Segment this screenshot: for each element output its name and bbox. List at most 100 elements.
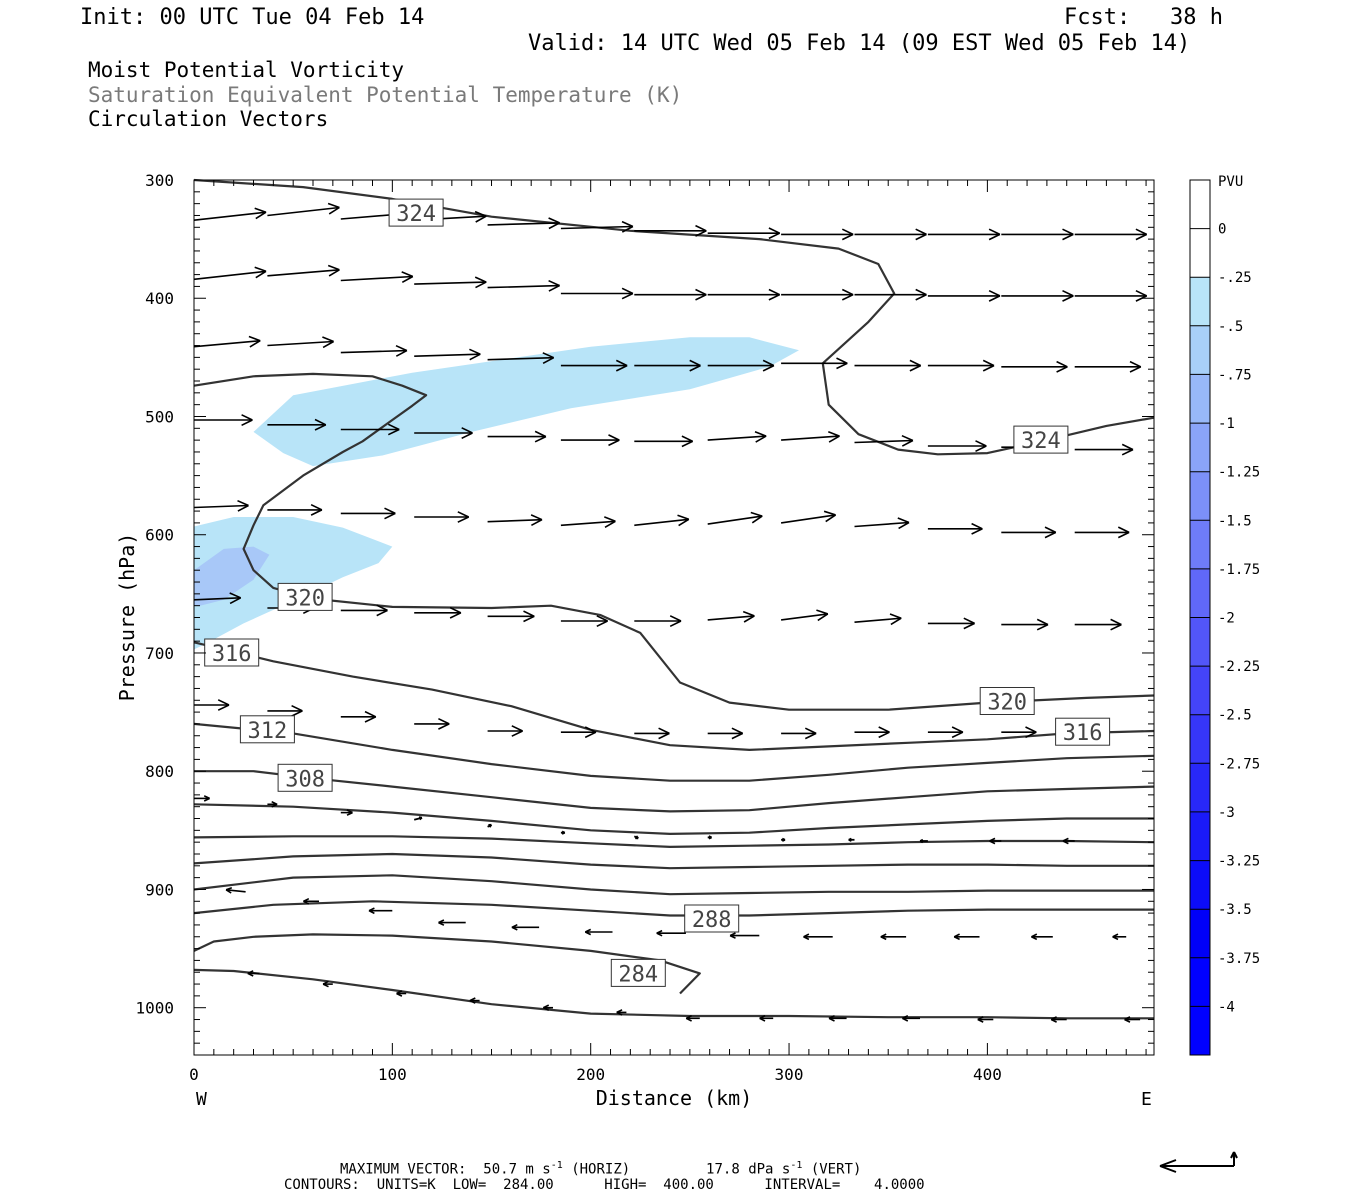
vector-head — [841, 228, 854, 236]
circulation-vector — [340, 809, 353, 816]
colorbar-segment — [1190, 520, 1210, 570]
axis-ticks: 300 400 500 600 700 800 900 1000 0 100 200 300 400 — [135, 171, 1154, 1084]
circulation-vector — [414, 276, 487, 289]
vector-head — [988, 228, 1001, 236]
circulation-vector — [542, 1004, 553, 1012]
contour-label-text: 308 — [285, 767, 325, 792]
vector-head — [449, 612, 462, 619]
colorbar-segment — [1190, 374, 1210, 424]
vector-head — [915, 233, 927, 241]
vector-shaft — [340, 275, 413, 282]
circulation-vector — [414, 511, 470, 523]
colorbar-segment — [1190, 763, 1210, 813]
circulation-vector — [1074, 228, 1148, 241]
circulation-vector — [193, 592, 242, 605]
circulation-vector — [1074, 360, 1142, 373]
vector-head — [828, 435, 840, 443]
circulation-vector — [707, 288, 781, 301]
circulation-vector — [927, 359, 995, 372]
circulation-vector — [247, 970, 260, 977]
vector-head — [314, 418, 327, 426]
vector-head — [604, 520, 616, 528]
circulation-vector — [414, 717, 450, 730]
vector-shaft — [414, 353, 481, 357]
vector-head — [836, 362, 848, 370]
contour-label-box — [1013, 425, 1069, 454]
vector-head — [1121, 448, 1134, 456]
vector-head — [438, 717, 450, 725]
circulation-vector — [1074, 289, 1148, 302]
vector-head — [951, 726, 964, 733]
vector-head — [768, 232, 781, 240]
colorbar-tick-label: -3.5 — [1218, 902, 1252, 918]
vector-head — [387, 428, 400, 436]
vector-head — [608, 434, 620, 441]
vector-head — [977, 1016, 984, 1021]
vector-shaft — [193, 597, 241, 601]
vector-head — [604, 516, 616, 523]
vector-head — [848, 837, 852, 841]
circulation-vector — [560, 220, 634, 233]
vector-head — [669, 620, 682, 628]
vector-shaft — [854, 439, 913, 444]
vector-head — [988, 233, 1001, 241]
circulation-vector — [193, 207, 267, 221]
contour-label-box — [277, 763, 333, 792]
vector-head — [384, 512, 396, 520]
vector-head — [656, 929, 663, 934]
vector-head — [1050, 1016, 1057, 1021]
vector-head — [731, 732, 744, 740]
circulation-vector — [927, 617, 975, 630]
vector-head — [695, 288, 707, 296]
forecast-hour: Fcst: 38 h — [1064, 5, 1223, 30]
init-time: Init: 00 UTC Tue 04 Feb 14 — [80, 5, 425, 30]
circulation-vector — [634, 435, 694, 448]
vector-head — [384, 507, 396, 515]
circulation-vector — [225, 887, 246, 894]
y-tick-label: 1000 — [135, 999, 174, 1018]
circulation-vector — [927, 522, 983, 535]
max-vector-mid: (HORIZ) 17.8 dPa s — [562, 1161, 791, 1178]
vector-head — [364, 710, 377, 718]
contour-info-footer: CONTOURS: UNITS=K LOW= 284.00 HIGH= 400.… — [284, 1177, 925, 1193]
vector-shaft — [487, 284, 560, 289]
vector-head — [291, 704, 303, 712]
circulation-vector — [854, 517, 910, 530]
vector-head — [1062, 289, 1074, 297]
vector-head — [731, 727, 744, 735]
vector-head — [531, 518, 543, 527]
y-tick-label: 800 — [145, 762, 174, 781]
circulation-vector — [781, 837, 786, 842]
vector-head — [584, 928, 592, 933]
circulation-vector — [1001, 289, 1074, 302]
theta-es-contour — [193, 722, 1155, 782]
circulation-vector — [414, 348, 481, 361]
vector-head — [548, 222, 560, 230]
contour-label-box — [388, 198, 444, 227]
circulation-vector — [560, 434, 620, 447]
circulation-vector — [368, 907, 393, 915]
vector-shaft — [193, 270, 267, 281]
vector-head — [902, 1014, 909, 1020]
vector-shaft — [560, 225, 633, 230]
colorbar-segment — [1190, 957, 1210, 1007]
vector-head — [457, 511, 470, 518]
vector-head — [915, 228, 927, 236]
vector-head — [889, 613, 902, 619]
circulation-vector — [616, 1009, 627, 1016]
circulation-vector — [880, 933, 907, 941]
vector-head — [729, 932, 736, 937]
circulation-vector — [656, 929, 686, 937]
x-tick-label: 0 — [189, 1065, 199, 1084]
circulation-vector — [1001, 526, 1057, 539]
vector-head — [781, 838, 786, 842]
max-vector-sup-horiz: -1 — [550, 1160, 563, 1171]
vector-shaft — [854, 521, 910, 528]
colorbar-segment — [1190, 714, 1210, 764]
contour-label-text: 324 — [1021, 429, 1061, 454]
vector-head — [523, 610, 535, 618]
vector-head — [898, 521, 910, 530]
contour-label-text: 320 — [987, 691, 1027, 716]
contour-label: 324 — [388, 198, 444, 227]
